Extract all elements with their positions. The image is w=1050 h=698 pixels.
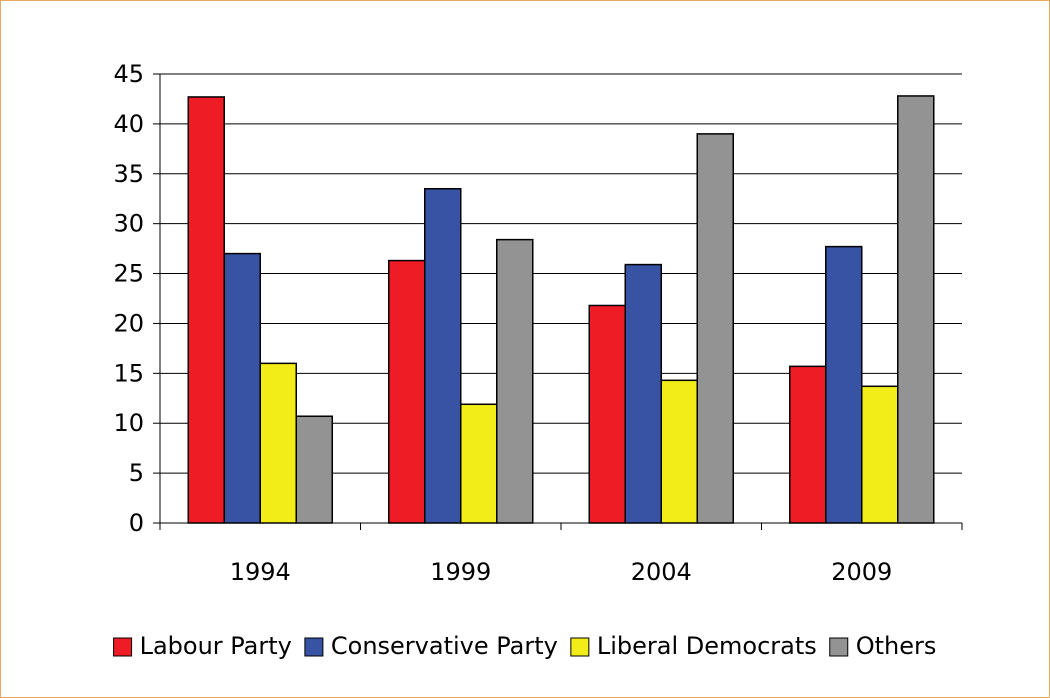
y-tick-label-15: 15 (113, 359, 144, 387)
y-tick-label-40: 40 (113, 110, 144, 138)
x-tick-label-1994: 1994 (230, 558, 291, 586)
x-tick-label-2004: 2004 (631, 558, 692, 586)
legend-label: Liberal Democrats (597, 632, 817, 660)
legend-label: Others (856, 632, 937, 660)
bar-conservative-party-1999 (424, 187, 462, 524)
x-tick-label-2009: 2009 (831, 558, 892, 586)
legend-swatch (113, 637, 133, 657)
bar-others-1999 (496, 238, 534, 524)
bars (187, 95, 935, 524)
y-tick-label-25: 25 (113, 260, 144, 288)
bar-conservative-party-2009 (825, 245, 863, 524)
bar-conservative-party-2004 (624, 263, 662, 524)
bar-others-2009 (897, 95, 935, 524)
bar-liberal-democrats-2004 (660, 379, 698, 524)
y-tick-label-30: 30 (113, 210, 144, 238)
legend-swatch (829, 637, 849, 657)
axes (159, 74, 963, 530)
bar-conservative-party-1994 (223, 252, 261, 524)
legend-label: Conservative Party (331, 632, 558, 660)
bar-liberal-democrats-1999 (460, 403, 498, 524)
legend-swatch (304, 637, 324, 657)
bar-liberal-democrats-2009 (861, 385, 899, 524)
bar-labour-party-2009 (789, 365, 827, 524)
y-tick-label-20: 20 (113, 309, 144, 337)
legend-swatch (570, 637, 590, 657)
x-tick-label-1999: 1999 (430, 558, 491, 586)
legend: Labour Party Conservative Party Liberal De… (113, 632, 937, 660)
y-tick-label-10: 10 (113, 409, 144, 437)
y-tick-label-5: 5 (129, 459, 144, 487)
y-tick-label-0: 0 (129, 509, 144, 537)
legend-item-others: Others (829, 632, 937, 660)
legend-item-liberal-democrats: Liberal Democrats (570, 632, 817, 660)
bar-others-1994 (295, 415, 333, 524)
bar-labour-party-1994 (187, 96, 225, 524)
bar-labour-party-2004 (588, 304, 626, 524)
bar-others-2004 (696, 133, 734, 524)
legend-item-labour-party: Labour Party (113, 632, 292, 660)
y-tick-label-35: 35 (113, 160, 144, 188)
y-tick-label-45: 45 (113, 60, 144, 88)
bar-labour-party-1999 (388, 259, 426, 524)
legend-label: Labour Party (140, 632, 292, 660)
y-axis-ticks: 0 5 10 15 20 25 30 35 40 45 (113, 60, 144, 537)
legend-item-conservative-party: Conservative Party (304, 632, 558, 660)
x-axis-ticks: 1994 1999 2004 2009 (230, 558, 893, 586)
bar-liberal-democrats-1994 (259, 362, 297, 524)
